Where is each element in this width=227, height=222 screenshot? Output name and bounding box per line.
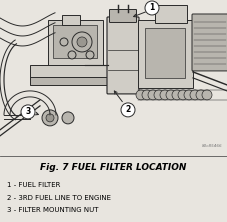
Circle shape [202,90,212,100]
Text: Fig. 7 FUEL FILTER LOCATION: Fig. 7 FUEL FILTER LOCATION [40,163,187,172]
Circle shape [72,32,92,52]
Circle shape [145,1,159,15]
FancyBboxPatch shape [53,25,97,58]
FancyBboxPatch shape [109,10,136,22]
Circle shape [46,114,54,122]
Circle shape [166,90,176,100]
Text: 80c85466: 80c85466 [201,144,222,148]
Circle shape [178,90,188,100]
Circle shape [172,90,182,100]
FancyBboxPatch shape [30,65,108,79]
Circle shape [136,90,146,100]
Text: 3 - FILTER MOUNTING NUT: 3 - FILTER MOUNTING NUT [7,207,98,213]
Circle shape [62,112,74,124]
FancyBboxPatch shape [192,14,227,71]
Text: 1: 1 [149,4,155,12]
FancyBboxPatch shape [145,28,185,78]
Circle shape [190,90,200,100]
Circle shape [121,103,135,117]
FancyBboxPatch shape [30,77,108,85]
Text: 2: 2 [125,105,131,114]
Circle shape [86,51,94,59]
Circle shape [196,90,206,100]
Circle shape [160,90,170,100]
FancyBboxPatch shape [155,5,187,23]
Text: 2 - 3RD FUEL LINE TO ENGINE: 2 - 3RD FUEL LINE TO ENGINE [7,194,111,201]
FancyBboxPatch shape [48,20,103,65]
Circle shape [154,90,164,100]
Circle shape [21,105,35,119]
FancyBboxPatch shape [138,20,193,88]
Circle shape [68,51,76,59]
Circle shape [42,110,58,126]
FancyBboxPatch shape [62,15,80,25]
Text: 1 - FUEL FILTER: 1 - FUEL FILTER [7,182,60,188]
Circle shape [77,37,87,47]
Text: 3: 3 [25,107,31,116]
Circle shape [142,90,152,100]
Circle shape [184,90,194,100]
Circle shape [60,38,68,46]
FancyBboxPatch shape [107,17,139,94]
Circle shape [148,90,158,100]
